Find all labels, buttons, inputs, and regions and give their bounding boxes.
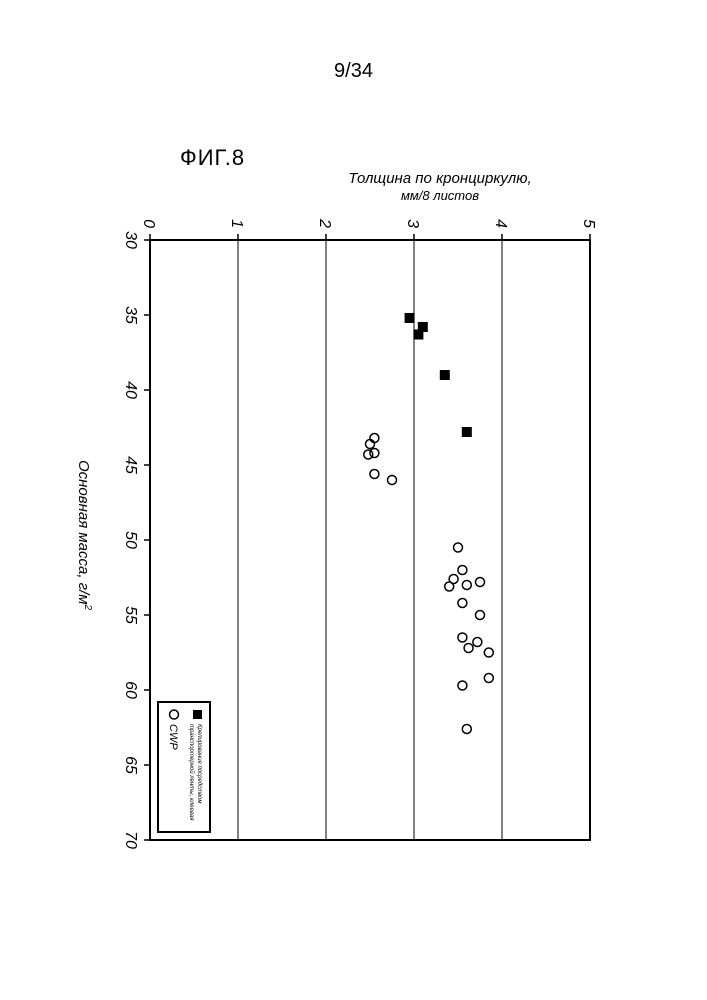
y-axis-label: Толщина по кронциркулю, мм/8 листов: [290, 170, 590, 204]
x-tick-label: 30: [122, 231, 139, 249]
x-tick-label: 40: [122, 381, 139, 399]
x-tick-label: 45: [122, 456, 139, 474]
x-tick-label: 55: [122, 606, 139, 624]
y-tick-label: 5: [580, 219, 597, 228]
x-tick-label: 60: [122, 681, 139, 699]
data-point: [414, 330, 423, 339]
x-axis-label: Основная масса, г/м2: [75, 460, 93, 610]
x-axis-label-sup: 2: [82, 605, 93, 611]
plot-border: [150, 240, 590, 840]
y-axis-label-line2: мм/8 листов: [401, 188, 479, 203]
page-number: 9/34: [0, 60, 707, 83]
y-tick-label: 2: [316, 218, 333, 228]
legend-label: CWP: [167, 724, 179, 750]
data-point: [405, 314, 414, 323]
y-tick-label: 4: [492, 219, 509, 228]
x-axis-label-text: Основная масса, г/м: [75, 460, 92, 605]
legend: [158, 702, 210, 832]
legend-marker-square: [193, 710, 202, 719]
x-tick-label: 35: [122, 306, 139, 324]
data-point: [440, 371, 449, 380]
data-point: [462, 428, 471, 437]
x-tick-label: 50: [122, 531, 139, 549]
x-tick-label: 65: [122, 756, 139, 774]
legend-label: Крепирование посредством: [196, 724, 202, 804]
y-tick-label: 3: [404, 219, 421, 228]
y-tick-label: 0: [140, 219, 157, 228]
scatter-chart: 012345303540455055606570Крепирование пос…: [100, 140, 640, 860]
legend-label: транспортерной ленты, клеевая: [188, 724, 195, 821]
y-tick-label: 1: [228, 219, 245, 228]
x-tick-label: 70: [122, 831, 139, 849]
y-axis-label-line1: Толщина по кронциркулю,: [348, 170, 531, 187]
